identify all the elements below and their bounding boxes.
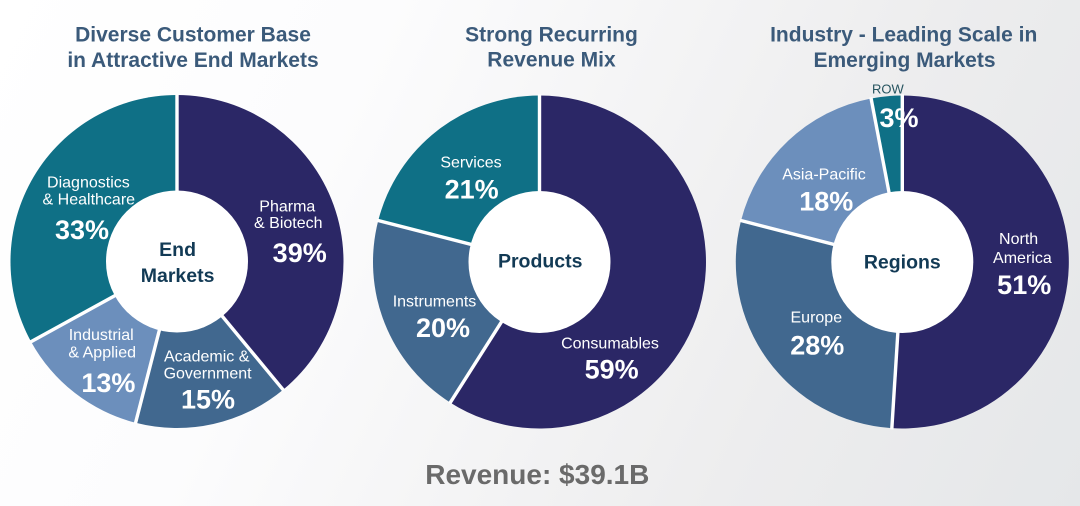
svg-text:Diagnostics: Diagnostics bbox=[47, 175, 130, 192]
svg-text:Revenue Mix: Revenue Mix bbox=[487, 49, 616, 72]
svg-text:Consumables: Consumables bbox=[561, 335, 659, 352]
svg-text:Europe: Europe bbox=[791, 310, 843, 327]
svg-text:Strong Recurring: Strong Recurring bbox=[465, 24, 638, 47]
svg-text:ROW: ROW bbox=[872, 82, 905, 97]
svg-text:Asia-Pacific: Asia-Pacific bbox=[782, 167, 866, 184]
svg-text:Industrial: Industrial bbox=[69, 327, 134, 344]
svg-text:& Applied: & Applied bbox=[68, 345, 136, 362]
svg-text:& Healthcare: & Healthcare bbox=[43, 192, 136, 209]
svg-text:Services: Services bbox=[440, 154, 501, 171]
svg-text:in Attractive End Markets: in Attractive End Markets bbox=[67, 49, 318, 72]
svg-text:Products: Products bbox=[498, 251, 583, 273]
svg-text:Instruments: Instruments bbox=[393, 294, 477, 311]
svg-text:33%: 33% bbox=[55, 215, 109, 245]
svg-text:Pharma: Pharma bbox=[259, 198, 315, 215]
svg-text:18%: 18% bbox=[799, 186, 853, 216]
svg-text:America: America bbox=[993, 250, 1052, 267]
svg-text:End: End bbox=[159, 239, 196, 261]
svg-text:Revenue: $39.1B: Revenue: $39.1B bbox=[425, 459, 649, 490]
svg-text:21%: 21% bbox=[445, 174, 499, 204]
svg-text:13%: 13% bbox=[81, 368, 135, 398]
svg-text:20%: 20% bbox=[416, 313, 470, 343]
svg-text:3%: 3% bbox=[879, 103, 918, 133]
svg-text:28%: 28% bbox=[790, 330, 844, 360]
svg-text:59%: 59% bbox=[585, 355, 639, 385]
svg-text:& Biotech: & Biotech bbox=[254, 215, 322, 232]
svg-text:51%: 51% bbox=[997, 270, 1051, 300]
svg-text:39%: 39% bbox=[273, 238, 327, 268]
svg-text:Academic &: Academic & bbox=[164, 348, 250, 365]
svg-text:Regions: Regions bbox=[864, 252, 941, 274]
svg-text:Markets: Markets bbox=[141, 265, 215, 287]
svg-text:Government: Government bbox=[164, 365, 253, 382]
svg-text:Diverse Customer Base: Diverse Customer Base bbox=[75, 23, 311, 46]
svg-text:15%: 15% bbox=[181, 385, 235, 415]
svg-text:North: North bbox=[999, 231, 1038, 248]
svg-text:Industry - Leading Scale in: Industry - Leading Scale in bbox=[770, 23, 1037, 46]
svg-text:Emerging Markets: Emerging Markets bbox=[813, 49, 995, 72]
